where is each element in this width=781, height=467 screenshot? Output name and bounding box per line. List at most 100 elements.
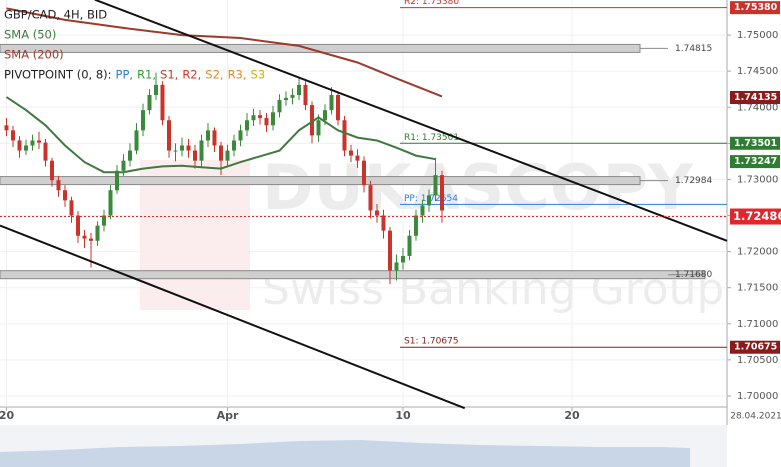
watermark-text: DUKASCOPY — [262, 151, 694, 224]
price-tag — [730, 1, 780, 15]
candle-body — [101, 215, 106, 226]
candle-body — [192, 150, 197, 161]
candle-body — [381, 215, 386, 231]
zone — [0, 270, 706, 280]
candle-body — [75, 215, 80, 236]
candle-body — [199, 140, 204, 161]
legend-entry: S3 — [251, 68, 266, 82]
candle-body — [179, 145, 184, 151]
candle-body — [147, 94, 152, 111]
candle-body — [173, 150, 178, 152]
candle-body — [264, 118, 269, 126]
candle-body — [270, 112, 275, 126]
candle-body — [368, 185, 373, 211]
candle-body — [212, 130, 217, 146]
candle-body — [342, 120, 347, 151]
legend-entry: R1, — [137, 68, 156, 82]
candle-body — [88, 238, 93, 241]
price-tag — [730, 340, 780, 354]
price-tag — [730, 136, 780, 150]
legend-entry: S1, — [160, 68, 178, 82]
candle-body — [153, 84, 158, 95]
candle-body — [62, 190, 67, 201]
y-tick-label: 1.70000 — [737, 391, 778, 402]
navigator-area — [0, 440, 690, 467]
legend-entry: S2, — [205, 68, 223, 82]
candle-body — [205, 130, 210, 141]
zone-label: 1.72984 — [675, 176, 712, 186]
pivot-label: R1: 1.73501 — [404, 133, 459, 143]
candle-body — [322, 110, 327, 121]
pivot-label: PP: 1.72654 — [404, 194, 458, 204]
candle-body — [277, 100, 282, 113]
candle-body — [290, 94, 295, 98]
pivot-label: S1: 1.70675 — [404, 337, 459, 347]
candle-body — [283, 97, 288, 101]
zone-label: 1.74815 — [675, 44, 712, 54]
y-tick-label: 1.70500 — [737, 355, 778, 366]
candle-body — [140, 110, 145, 131]
candle-body — [238, 130, 243, 141]
price-tag-label: 1.70675 — [734, 342, 777, 353]
candle-body — [400, 255, 405, 263]
candle-body — [95, 225, 100, 241]
candle-body — [69, 200, 74, 216]
candle-body — [257, 115, 262, 119]
sma-line — [5, 96, 436, 174]
candle-body — [335, 94, 340, 121]
candle-body — [413, 215, 418, 236]
candle-body — [303, 84, 308, 106]
candle-body — [433, 175, 438, 196]
watermark: DUKASCOPY Swiss Banking Group — [140, 151, 724, 315]
y-tick-label: 1.73000 — [737, 174, 778, 185]
pivot-label: R2: 1.75380 — [404, 0, 459, 7]
candle-body — [439, 175, 444, 211]
candle-body — [166, 120, 171, 151]
candle-body — [244, 120, 249, 131]
x-tick-label: 20 — [564, 409, 580, 422]
candle-body — [36, 140, 41, 143]
price-tag-label: 1.73501 — [734, 138, 777, 149]
candle-body — [49, 160, 54, 181]
price-tag-label: 1.72486 — [733, 209, 781, 223]
candle-body — [56, 180, 61, 191]
candle-body — [407, 235, 412, 256]
y-tick-label: 1.72000 — [737, 247, 778, 258]
candle-body — [309, 105, 314, 136]
legend-entry: PIVOTPOINT (0, 8): — [4, 68, 112, 82]
zone-label: 1.71680 — [675, 270, 712, 280]
candle-body — [225, 150, 230, 161]
candle-body — [121, 160, 126, 171]
candle-body — [374, 210, 379, 216]
price-tag — [730, 155, 780, 169]
candle-body — [30, 140, 35, 146]
y-tick-label: 1.74000 — [737, 102, 778, 113]
candle-body — [186, 145, 191, 151]
candle-body — [127, 150, 132, 161]
candle-body — [348, 150, 353, 156]
candle-body — [114, 170, 119, 191]
chart-title: GBP/CAD, 4H, BID — [4, 8, 107, 22]
candle-body — [251, 115, 256, 121]
candle-body — [160, 84, 165, 121]
candle-body — [231, 140, 236, 151]
y-tick-label: 1.74500 — [737, 66, 778, 77]
candle-body — [134, 130, 139, 151]
candle-body — [296, 84, 301, 95]
candle-body — [426, 195, 431, 206]
candle-body — [218, 145, 223, 161]
x-tick-label: 20 — [0, 409, 14, 422]
y-tick-label: 1.71500 — [737, 283, 778, 294]
candle-body — [394, 262, 399, 271]
candle-body — [361, 160, 366, 186]
candle-body — [329, 94, 334, 111]
candle-body — [387, 230, 392, 271]
candle-body — [420, 205, 425, 216]
candle-body — [43, 142, 48, 161]
sma-line — [6, 7, 443, 98]
price-tag-label: 1.74135 — [734, 92, 777, 103]
legend-entry: R3, — [228, 68, 247, 82]
candle-body — [4, 125, 9, 131]
candle-body — [23, 145, 28, 151]
